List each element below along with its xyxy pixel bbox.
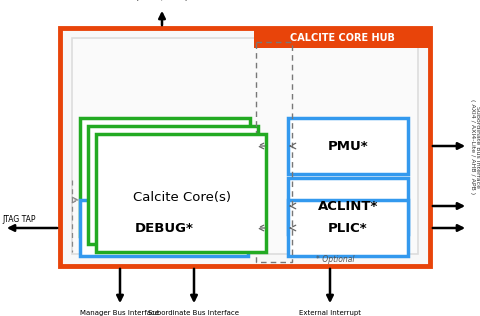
- Text: Subordinate Bus Interface
( AXI4 / AXI4-Lite / AHB / APB ): Subordinate Bus Interface ( AXI4 / AXI4-…: [469, 100, 480, 195]
- Text: PMU*: PMU*: [328, 139, 368, 153]
- Bar: [72, 38, 418, 254]
- Bar: [288, 200, 408, 256]
- Bar: [60, 28, 430, 266]
- Bar: [256, 42, 292, 262]
- Bar: [80, 200, 248, 256]
- Bar: [80, 118, 250, 236]
- Text: DEBUG*: DEBUG*: [134, 222, 193, 234]
- Bar: [96, 134, 266, 252]
- Bar: [88, 126, 258, 244]
- Text: CALCITE CORE HUB: CALCITE CORE HUB: [289, 33, 395, 43]
- Bar: [288, 178, 408, 234]
- Text: Calcite Core(s): Calcite Core(s): [133, 191, 231, 204]
- Text: JTAG TAP: JTAG TAP: [2, 216, 36, 224]
- Text: Subordinate Bus Interface
( AXI4 / AXI4-Lite / AHB / APB ): Subordinate Bus Interface ( AXI4 / AXI4-…: [141, 310, 247, 316]
- Text: PLIC*: PLIC*: [328, 222, 368, 234]
- Bar: [288, 118, 408, 174]
- Text: * Optional: * Optional: [316, 256, 355, 264]
- Text: Manager Bus Interface
( AXI4 / AHB ): Manager Bus Interface ( AXI4 / AHB ): [81, 310, 159, 316]
- Text: ACLINT*: ACLINT*: [318, 199, 378, 212]
- Text: Manager Bus Interface
( AXI4 / AHB ): Manager Bus Interface ( AXI4 / AHB ): [119, 0, 205, 2]
- Bar: [254, 28, 430, 48]
- Text: External Interrupt
Requests: External Interrupt Requests: [299, 310, 361, 316]
